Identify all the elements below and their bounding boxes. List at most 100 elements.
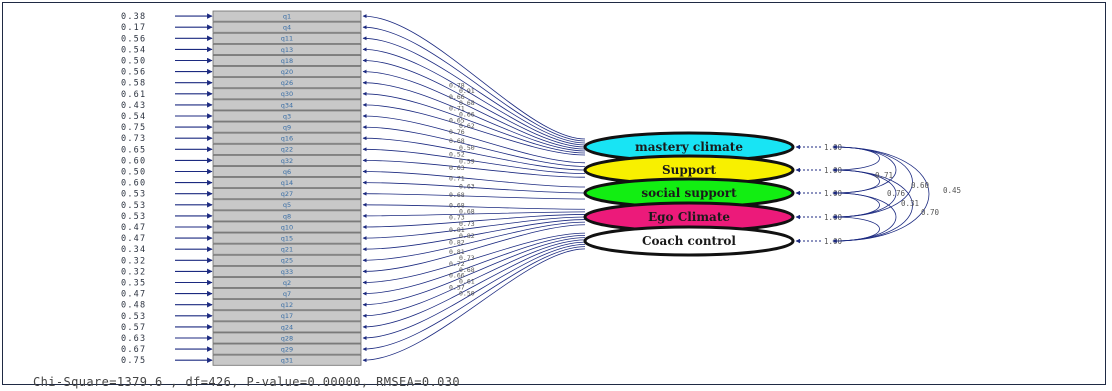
indicator-box — [212, 199, 362, 211]
indicator-label: q17 — [281, 312, 293, 320]
loading-path — [362, 91, 586, 154]
loading-label: 0.50 — [459, 290, 475, 298]
error-variance-label: 0.54 — [121, 45, 146, 55]
indicator-label: q7 — [283, 290, 291, 298]
indicator-label: q32 — [281, 157, 293, 165]
error-variance-label: 0.53 — [121, 312, 146, 322]
loading-label: 0.82 — [459, 232, 475, 240]
indicator-box — [212, 121, 362, 133]
factor-ellipse — [583, 225, 795, 257]
loading-path — [362, 25, 586, 142]
indicator-label: q20 — [281, 68, 293, 76]
correlation-arc — [832, 145, 913, 219]
loading-path — [362, 14, 586, 140]
indicator-box — [212, 210, 362, 222]
loading-label: 0.82 — [449, 238, 465, 246]
indicator-label: q21 — [281, 246, 293, 254]
factor-label: mastery climate — [635, 140, 743, 154]
indicator-box — [212, 132, 362, 144]
error-variance-label: 0.65 — [121, 145, 146, 155]
loading-path — [362, 246, 586, 352]
indicator-box — [212, 332, 362, 344]
loading-path — [362, 239, 586, 318]
error-variance-label: 0.47 — [121, 290, 146, 300]
fit-statistics: Chi-Square=1379.6 , df=426, P-value=0.00… — [33, 375, 460, 389]
indicator-box — [212, 177, 362, 189]
loading-label: 0.63 — [449, 164, 465, 172]
loading-label: 0.62 — [459, 122, 475, 130]
indicator-label: q31 — [281, 357, 293, 365]
loading-label: 0.91 — [459, 87, 475, 95]
loading-label: 0.68 — [449, 201, 465, 209]
variance-label: 1.00 — [824, 143, 843, 152]
indicator-label: q14 — [281, 179, 293, 187]
variance-label: 1.00 — [824, 237, 843, 246]
loading-path — [362, 69, 586, 150]
indicator-box — [212, 88, 362, 100]
indicator-box — [212, 110, 362, 122]
indicator-box — [212, 243, 362, 255]
factor-label: social support — [641, 186, 737, 200]
indicator-box — [212, 221, 362, 233]
loading-path — [362, 248, 586, 363]
indicator-label: q12 — [281, 301, 293, 309]
loading-label: 0.81 — [449, 248, 465, 256]
indicator-box — [212, 10, 362, 22]
indicator-box — [212, 154, 362, 166]
error-variance-label: 0.56 — [121, 68, 146, 78]
loading-label: 0.76 — [449, 128, 465, 136]
loading-path — [362, 47, 586, 146]
indicator-label: q34 — [281, 101, 293, 109]
loading-path — [362, 191, 586, 200]
error-variance-label: 0.43 — [121, 101, 146, 111]
loading-label: 0.73 — [449, 214, 465, 222]
indicator-label: q30 — [281, 90, 293, 98]
indicator-label: q24 — [281, 323, 293, 331]
loading-label: 0.63 — [459, 183, 475, 191]
error-variance-label: 0.47 — [121, 234, 146, 244]
indicator-box — [212, 343, 362, 355]
error-variance-label: 0.48 — [121, 301, 146, 311]
error-variance-label: 0.47 — [121, 223, 146, 233]
error-variance-label: 0.75 — [121, 123, 146, 133]
error-variance-label: 0.17 — [121, 23, 146, 33]
error-variance-label: 0.53 — [121, 212, 146, 222]
indicator-label: q25 — [281, 257, 293, 265]
loading-label: 0.57 — [449, 284, 465, 292]
indicator-label: q33 — [281, 268, 293, 276]
loading-path — [362, 202, 586, 210]
loading-label: 0.78 — [449, 81, 465, 89]
loading-path — [362, 237, 586, 307]
loading-path — [362, 169, 586, 188]
correlation-label: 0.31 — [901, 199, 919, 208]
loading-path — [362, 147, 586, 174]
loading-path — [362, 36, 586, 144]
error-variance-label: 0.32 — [121, 267, 146, 277]
path-diagram: 0.380.170.560.540.500.560.580.610.430.54… — [121, 10, 961, 366]
indicator-label: q13 — [281, 46, 293, 54]
error-variance-label: 0.35 — [121, 279, 146, 289]
error-variance-label: 0.58 — [121, 79, 146, 89]
loading-label: 0.66 — [449, 93, 465, 101]
loading-path — [362, 234, 586, 296]
indicator-label: q3 — [283, 112, 291, 120]
indicator-box — [212, 43, 362, 55]
loading-label: 0.50 — [459, 144, 475, 152]
indicator-label: q11 — [281, 35, 293, 43]
loading-path — [362, 219, 586, 252]
loading-label: 0.66 — [459, 110, 475, 118]
loading-label: 0.59 — [459, 157, 475, 165]
loading-label: 0.66 — [449, 272, 465, 280]
indicator-box — [212, 310, 362, 322]
loading-label: 0.73 — [459, 220, 475, 228]
indicator-box — [212, 265, 362, 277]
loading-label: 0.68 — [449, 191, 465, 199]
loading-label: 0.71 — [449, 105, 465, 113]
loading-path — [362, 216, 586, 241]
error-variance-label: 0.61 — [121, 90, 146, 100]
loading-path — [362, 221, 586, 263]
indicator-box — [212, 276, 362, 288]
error-variance-label: 0.63 — [121, 334, 146, 344]
correlation-arc — [832, 168, 913, 243]
error-variance-label: 0.32 — [121, 256, 146, 266]
